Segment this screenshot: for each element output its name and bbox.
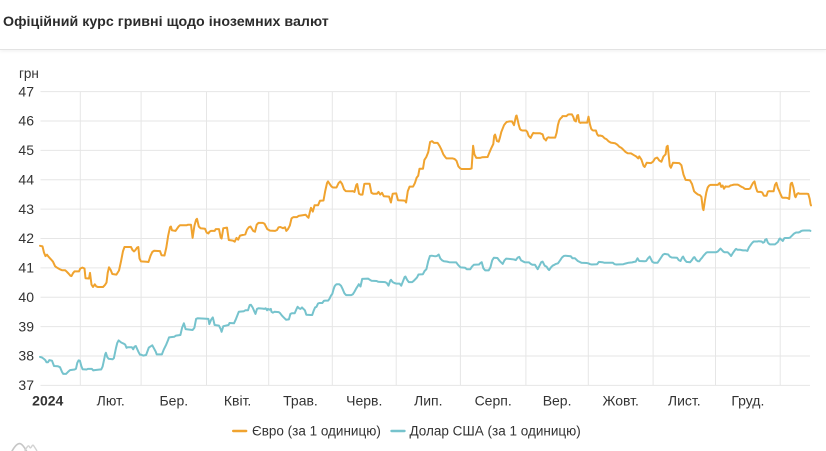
svg-text:Жовт.: Жовт. <box>602 393 638 409</box>
svg-text:46: 46 <box>18 113 34 129</box>
svg-text:Черв.: Черв. <box>346 393 382 409</box>
svg-text:37: 37 <box>18 377 34 393</box>
svg-text:Євро (за 1 одиницю): Євро (за 1 одиницю) <box>252 424 381 439</box>
svg-text:Лют.: Лют. <box>97 393 125 409</box>
svg-text:41: 41 <box>18 260 34 276</box>
svg-text:40: 40 <box>18 289 34 305</box>
svg-text:45: 45 <box>18 142 34 158</box>
svg-text:42: 42 <box>18 230 34 246</box>
svg-text:Лист.: Лист. <box>668 393 701 409</box>
svg-text:Трав.: Трав. <box>283 393 318 409</box>
svg-text:39: 39 <box>18 318 34 334</box>
svg-text:Вер.: Вер. <box>543 393 572 409</box>
svg-text:Серп.: Серп. <box>475 393 512 409</box>
svg-text:Квіт.: Квіт. <box>224 393 251 409</box>
svg-text:43: 43 <box>18 201 34 217</box>
svg-text:Бер.: Бер. <box>159 393 188 409</box>
svg-text:грн: грн <box>19 66 39 81</box>
svg-text:Груд.: Груд. <box>731 393 764 409</box>
svg-text:47: 47 <box>18 83 34 99</box>
svg-text:Лип.: Лип. <box>414 393 442 409</box>
svg-text:Долар США (за 1 одиницю): Долар США (за 1 одиницю) <box>410 424 581 439</box>
svg-text:44: 44 <box>18 171 34 187</box>
svg-text:2024: 2024 <box>32 393 63 409</box>
svg-text:38: 38 <box>18 348 34 364</box>
